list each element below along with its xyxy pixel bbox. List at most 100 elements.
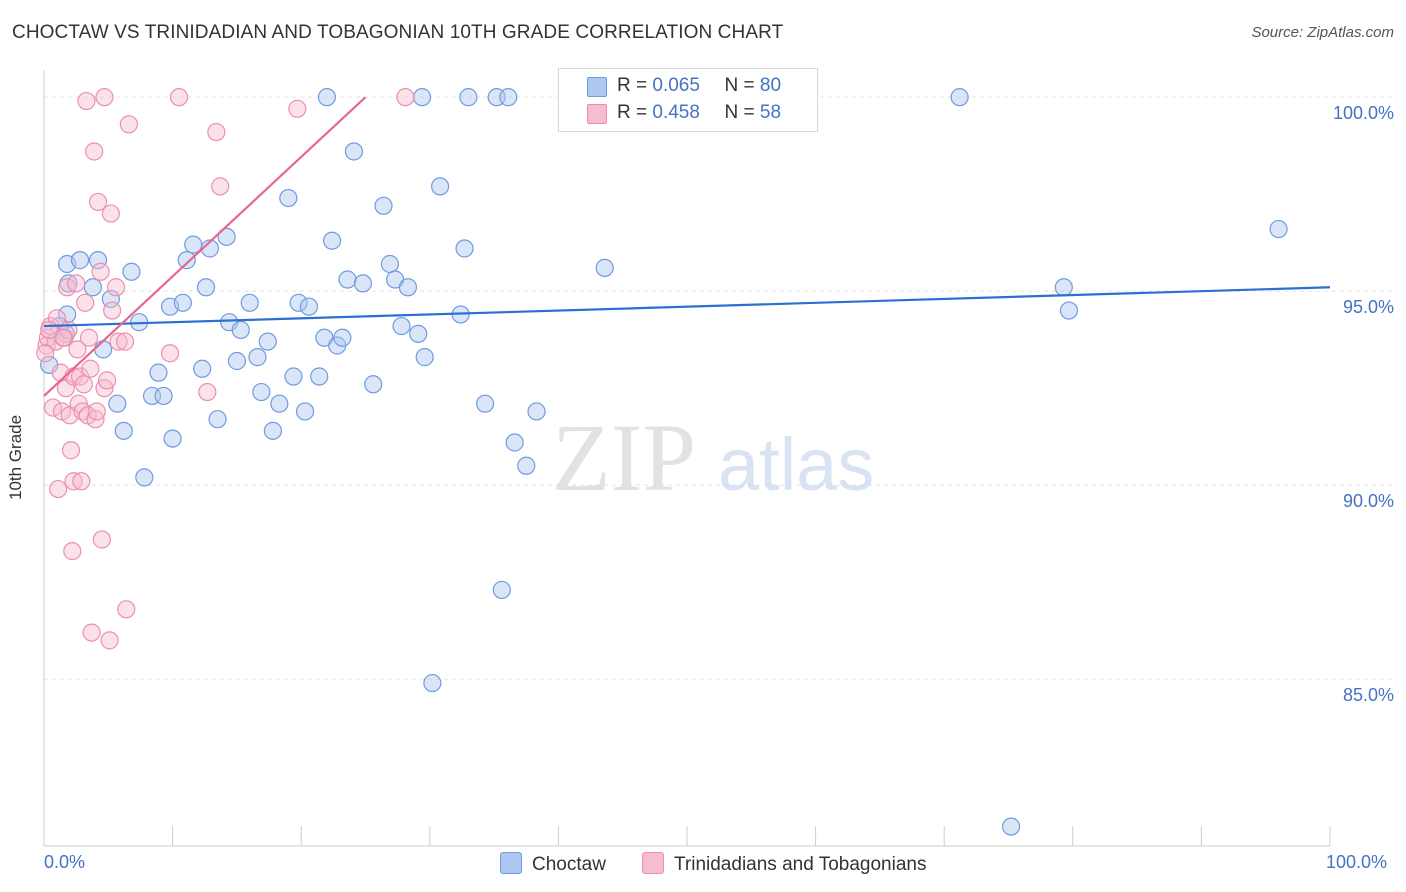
trini-point-45: [115, 332, 135, 351]
choctaw-point-35: [263, 421, 283, 440]
n-label: N =: [724, 102, 755, 123]
trini-point-14: [61, 441, 81, 460]
choctaw-point-14: [135, 468, 154, 487]
trini-point-39: [95, 88, 114, 107]
bottom-legend-label-trini: Trinidadians and Tobagonians: [674, 854, 927, 875]
trini-point-55: [36, 344, 55, 363]
trini-point-35: [91, 262, 110, 281]
choctaw-point-75: [1054, 278, 1073, 297]
bottom-swatch-trini: [642, 852, 664, 874]
trini-point-33: [87, 402, 106, 421]
trini-point-32: [86, 410, 105, 429]
r-value-choctaw: 0.065: [652, 75, 700, 96]
choctaw-point-48: [344, 142, 364, 161]
legend-swatch-choctaw: [587, 77, 607, 97]
choctaw-point-66: [492, 580, 511, 600]
choctaw-point-50: [364, 375, 383, 394]
trini-point-56: [54, 328, 73, 347]
choctaw-point-77: [1269, 219, 1288, 239]
x-tick-label-max: 100.0%: [1326, 852, 1388, 872]
trini-point-47: [119, 115, 138, 134]
choctaw-point-63: [459, 88, 478, 107]
choctaw-point-59: [423, 673, 442, 693]
trini-point-34: [88, 192, 108, 212]
n-value-trini: 58: [759, 102, 782, 123]
legend-row-choctaw: R = 0.065 N = 80: [617, 75, 781, 97]
choctaw-point-55: [398, 278, 418, 297]
choctaw-trend-line: [43, 286, 1331, 328]
choctaw-point-44: [322, 231, 342, 250]
trini-point-43: [106, 278, 126, 297]
trini-point-49: [169, 88, 189, 107]
trini-point-44: [109, 332, 128, 351]
choctaw-point-46: [333, 328, 352, 347]
trini-point-52: [211, 177, 230, 196]
choctaw-point-76: [1059, 301, 1079, 320]
trini-point-51: [207, 122, 226, 142]
choctaw-point-5: [70, 251, 90, 270]
watermark-atlas: atlas: [718, 423, 874, 506]
gridlines: [44, 96, 1394, 680]
n-value-choctaw: 80: [759, 75, 782, 96]
choctaw-point-49: [353, 274, 373, 293]
choctaw-point-32: [248, 348, 267, 367]
trini-point-41: [101, 204, 120, 223]
choctaw-point-27: [217, 227, 236, 246]
trini-point-26: [77, 91, 96, 111]
choctaw-point-74: [1001, 817, 1021, 836]
trini-point-22: [72, 472, 91, 491]
trini-point-38: [97, 371, 117, 390]
trini-point-29: [81, 359, 100, 378]
r-label: R =: [617, 75, 648, 96]
x-tick-label-min: 0.0%: [44, 852, 86, 872]
choctaw-point-37: [279, 188, 298, 208]
choctaw-point-7: [88, 251, 108, 270]
trini-point-6: [49, 479, 68, 499]
choctaw-point-56: [409, 324, 428, 343]
trini-point-30: [82, 623, 101, 642]
choctaw-point-57: [412, 88, 432, 107]
choctaw-point-58: [415, 348, 434, 367]
bottom-legend-trini: Trinidadians and Tobagonians: [642, 852, 926, 876]
choctaw-point-73: [950, 88, 969, 107]
choctaw-point-42: [310, 367, 329, 386]
choctaw-point-67: [499, 88, 518, 107]
choctaw-point-47: [338, 270, 357, 289]
choctaw-point-69: [517, 456, 536, 475]
choctaw-point-39: [289, 293, 308, 312]
trini-point-46: [117, 600, 136, 619]
y-tick-label-3: 100.0%: [1332, 103, 1394, 124]
choctaw-point-38: [284, 367, 303, 386]
choctaw-point-31: [240, 293, 259, 312]
trini-point-48: [160, 344, 180, 363]
trend-lines: [43, 96, 1331, 397]
choctaw-point-29: [227, 351, 246, 371]
y-tick-label-0: 85.0%: [1342, 685, 1394, 706]
n-label: N =: [724, 75, 755, 96]
choctaw-point-23: [193, 359, 212, 378]
choctaw-point-60: [430, 177, 450, 196]
choctaw-point-6: [83, 278, 102, 297]
choctaw-point-52: [380, 254, 400, 274]
choctaw-point-40: [295, 402, 315, 421]
choctaw-point-51: [374, 196, 393, 215]
trini-point-42: [103, 301, 122, 320]
choctaw-point-26: [208, 410, 227, 429]
watermark-zip: ZIP: [552, 404, 696, 511]
trini-point-3: [43, 398, 63, 417]
trini-point-53: [288, 99, 307, 118]
bottom-swatch-choctaw: [500, 852, 522, 874]
trini-point-18: [67, 274, 86, 293]
choctaw-point-24: [196, 278, 216, 297]
trini-trend-line: [43, 96, 367, 397]
choctaw-point-68: [505, 433, 524, 452]
legend-swatch-trini: [587, 104, 607, 124]
choctaw-point-64: [475, 394, 495, 413]
trini-point-31: [85, 142, 104, 161]
trini-point-25: [76, 293, 95, 312]
choctaw-point-12: [122, 262, 141, 281]
trini-point-0: [37, 336, 56, 355]
chart-title: CHOCTAW VS TRINIDADIAN AND TOBAGONIAN 10…: [12, 22, 784, 43]
choctaw-point-8: [94, 340, 113, 359]
